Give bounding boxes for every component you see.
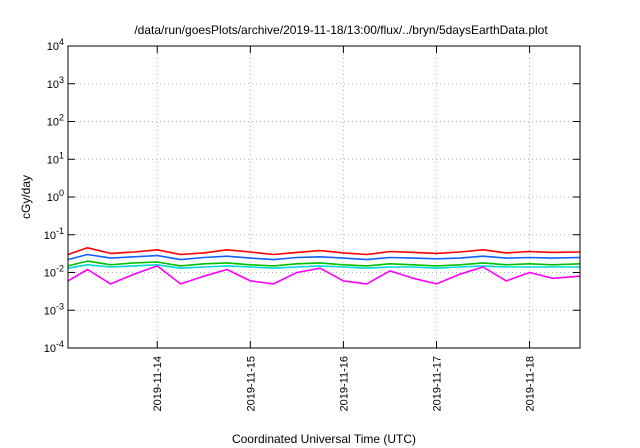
series-line-4	[67, 253, 581, 261]
x-tick-labels: 2019-11-14 2019-11-15 2019-11-16 2019-11-17…	[152, 356, 536, 411]
x-tick-label: 2019-11-16	[338, 356, 350, 411]
x-tick-label: 2019-11-18	[525, 356, 537, 411]
chart-title: /data/run/goesPlots/archive/2019-11-18/1…	[134, 23, 548, 37]
y-tick-label: 10-1	[44, 226, 64, 242]
y-tick-label: 102	[47, 113, 64, 129]
plot-frame	[67, 45, 581, 349]
y-tick-label: 104	[47, 37, 64, 53]
y-tick-label: 10-3	[44, 301, 64, 317]
y-tick-label: 10-4	[44, 339, 64, 355]
series-layer	[67, 247, 581, 285]
y-tick-label: 10-2	[44, 264, 64, 280]
y-tick-label: 100	[47, 188, 64, 204]
series-line-1	[67, 247, 581, 256]
grid	[68, 46, 580, 348]
series-line-5	[67, 265, 581, 285]
y-tick-label: 103	[47, 75, 64, 91]
y-tick-label: 101	[47, 150, 64, 166]
series-line-3	[67, 263, 580, 270]
x-axis-label: Coordinated Universal Time (UTC)	[232, 432, 416, 446]
axes	[67, 45, 581, 349]
x-tick-label: 2019-11-14	[152, 356, 164, 411]
y-tick-labels: 10-4 10-3 10-2 10-1 100 101 102 103 104	[44, 37, 64, 355]
x-tick-label: 2019-11-17	[431, 356, 443, 411]
series-line-2	[67, 260, 581, 267]
y-axis-label: cGy/day	[19, 175, 33, 219]
x-tick-label: 2019-11-15	[245, 356, 257, 411]
